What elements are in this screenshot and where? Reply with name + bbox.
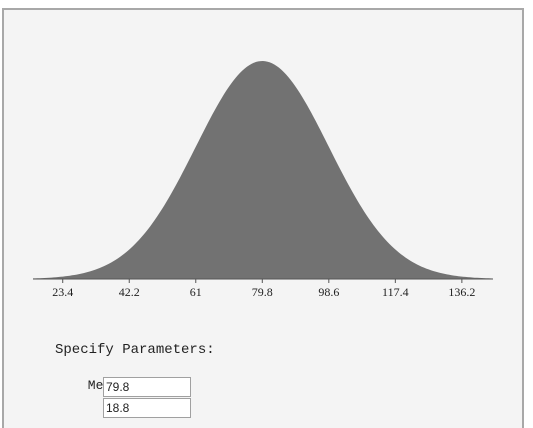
- mean-input[interactable]: [103, 377, 191, 397]
- parameters-heading: Specify Parameters:: [55, 342, 215, 358]
- x-tick-label: 136.2: [448, 285, 475, 299]
- parameter-panel: Specify Parameters: Mean SD: [55, 342, 215, 418]
- x-tick-label: 61: [190, 285, 202, 299]
- x-tick-label: 79.8: [252, 285, 273, 299]
- x-tick-label: 98.6: [318, 285, 339, 299]
- normal-curve-area: [33, 61, 493, 279]
- x-axis-ticks: 23.4 42.2 61 79.8 98.6 117.4 136.2: [52, 279, 475, 299]
- x-tick-label: 23.4: [52, 285, 73, 299]
- x-tick-label: 117.4: [382, 285, 409, 299]
- sd-row: SD: [55, 398, 215, 418]
- mean-row: Mean: [55, 377, 215, 397]
- sd-input[interactable]: [103, 398, 191, 418]
- x-tick-label: 42.2: [119, 285, 140, 299]
